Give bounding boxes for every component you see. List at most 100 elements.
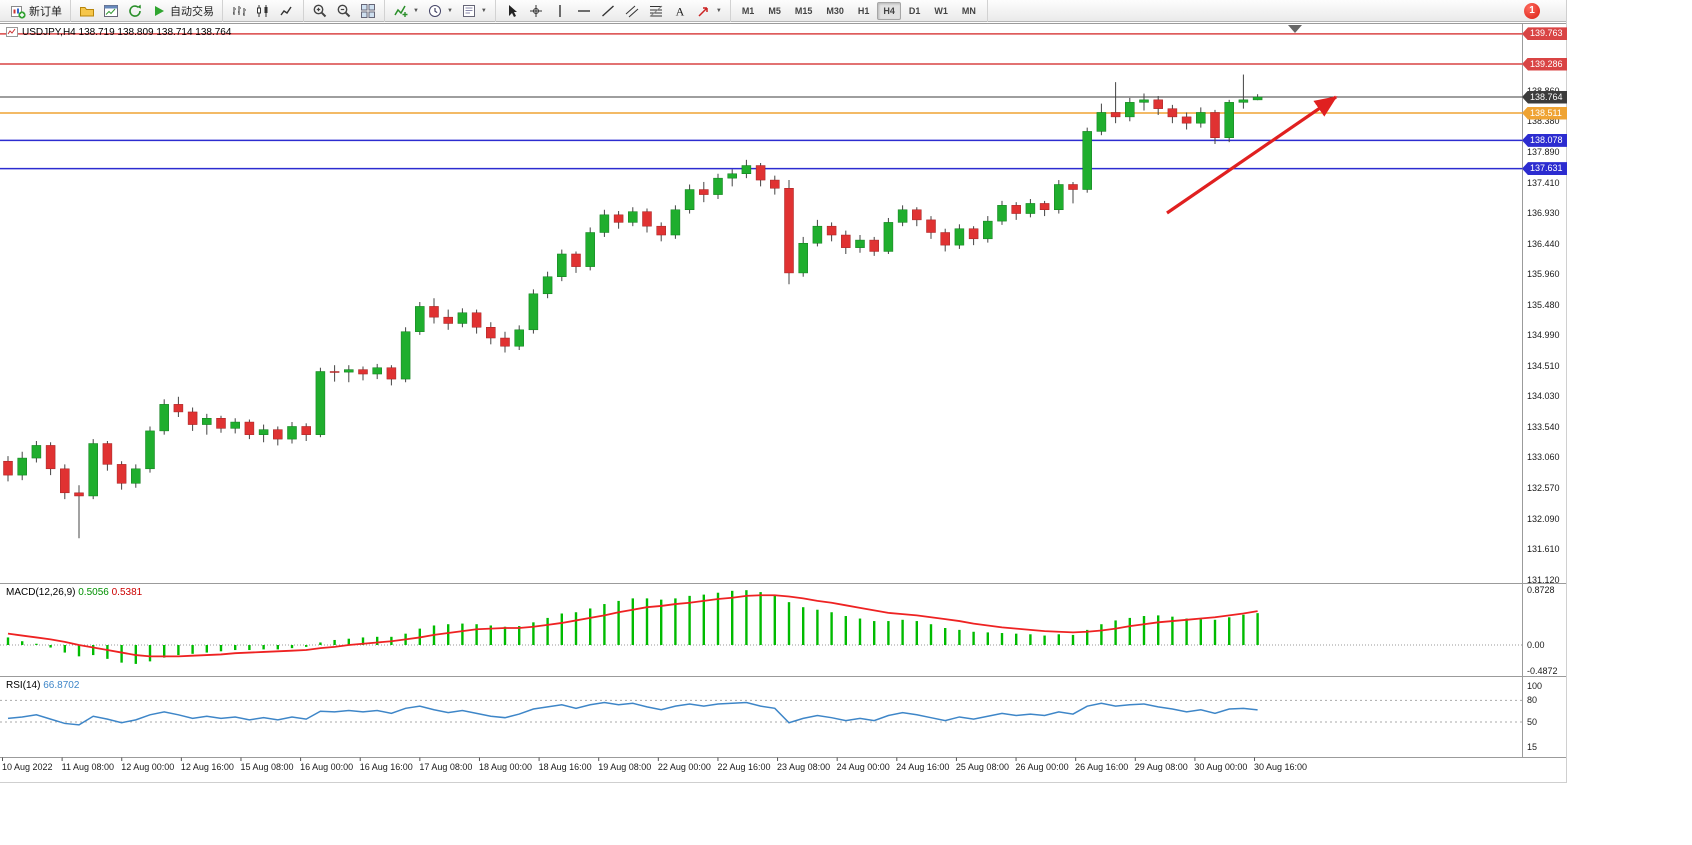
rsi-value: 66.8702 bbox=[43, 680, 80, 691]
level-price-badge: 138.078 bbox=[1522, 133, 1567, 147]
bear-candle bbox=[1039, 203, 1050, 211]
time-axis-label: 24 Aug 16:00 bbox=[896, 762, 950, 772]
bear-candle bbox=[1210, 112, 1220, 138]
trend-arrow-annotation[interactable] bbox=[1166, 95, 1338, 215]
fibonacci-tool-button[interactable] bbox=[644, 1, 668, 20]
caret-down-icon: ▼ bbox=[715, 7, 722, 14]
bull-candle bbox=[1096, 112, 1107, 132]
bear-candle bbox=[571, 253, 581, 267]
vline-icon bbox=[559, 4, 561, 17]
bear-candle bbox=[486, 327, 496, 339]
timeframe-h4-button[interactable]: H4 bbox=[877, 1, 901, 20]
time-axis-label: 22 Aug 16:00 bbox=[717, 762, 771, 772]
price-axis-label: 132.570 bbox=[1527, 483, 1560, 494]
price-axis-label: 137.410 bbox=[1527, 177, 1560, 188]
timeframe-h1-button[interactable]: H1 bbox=[857, 5, 870, 16]
horizontal-line-tool-button[interactable] bbox=[572, 1, 596, 20]
auto-trading-button[interactable]: 自动交易 bbox=[147, 1, 218, 20]
templates-button[interactable]: ▼ bbox=[457, 1, 491, 20]
zoom-out-icon bbox=[337, 4, 351, 17]
profiles-button[interactable] bbox=[75, 1, 99, 20]
timeframe-group: M1 M5 M15 M30 H1 H4 D1 W1 MN bbox=[731, 0, 988, 22]
zoom-in-button[interactable] bbox=[308, 1, 332, 20]
trendline-tool-button[interactable] bbox=[596, 1, 620, 20]
bear-candle bbox=[1068, 184, 1078, 190]
chart-line-button[interactable] bbox=[275, 1, 299, 20]
crosshair-button[interactable] bbox=[524, 1, 548, 20]
cursor-button[interactable] bbox=[500, 1, 524, 20]
timeframe-m1-button[interactable]: M1 bbox=[741, 5, 755, 16]
new-order-button[interactable]: 新订单 bbox=[6, 1, 66, 20]
price-axis-label: 138.380 bbox=[1527, 116, 1560, 127]
bull-candle bbox=[741, 165, 752, 174]
bull-candle bbox=[457, 312, 468, 324]
timeframe-m5-button[interactable]: M5 bbox=[768, 5, 781, 16]
bear-candle bbox=[826, 225, 837, 236]
time-axis-label: 30 Aug 16:00 bbox=[1254, 762, 1308, 772]
bear-candle bbox=[301, 426, 311, 435]
bull-candle bbox=[287, 426, 297, 440]
refresh-button[interactable] bbox=[123, 1, 147, 20]
channel-tool-button[interactable] bbox=[620, 1, 644, 20]
chart-window-button[interactable] bbox=[99, 1, 123, 20]
toolbar-group: ▼ ▼ ▼ bbox=[385, 0, 496, 22]
hline-icon bbox=[577, 9, 590, 12]
cursor-icon bbox=[508, 4, 517, 17]
macd-value-main: 0.5056 bbox=[78, 587, 109, 598]
chart-title: USDJPY,H4 138.719 138.809 138.714 138.76… bbox=[6, 26, 231, 38]
bull-candle bbox=[145, 430, 155, 470]
bull-candle bbox=[1082, 131, 1092, 190]
time-axis-label: 12 Aug 16:00 bbox=[180, 762, 234, 772]
vertical-line-tool-button[interactable] bbox=[548, 1, 572, 20]
bear-candle bbox=[1153, 99, 1163, 109]
timeframe-m30-button[interactable]: M30 bbox=[826, 5, 844, 16]
rsi-line bbox=[7, 701, 1258, 726]
chart-shift-marker[interactable] bbox=[1288, 25, 1302, 33]
toolbar-group: 新订单 bbox=[2, 0, 71, 22]
timeframe-m15-button[interactable]: M15 bbox=[794, 5, 813, 16]
text-tool-button[interactable]: A bbox=[668, 1, 692, 20]
chart-bars-button[interactable] bbox=[227, 1, 251, 20]
periods-button[interactable]: ▼ bbox=[423, 1, 457, 20]
bull-candle bbox=[1252, 96, 1263, 101]
bear-candle bbox=[60, 468, 70, 494]
toolbar: 新订单 自动交易 ▼ ▼ ▼ A ▼ M1 M5 M15 M30 H1 H4 D1 W1 MN bbox=[0, 0, 1566, 22]
bear-candle bbox=[770, 179, 780, 189]
bull-candle bbox=[1054, 184, 1064, 211]
mt4-window: 新订单 自动交易 ▼ ▼ ▼ A ▼ M1 M5 M15 M30 H1 H4 D1 W1 MN 1 USDJP… bbox=[0, 0, 1567, 783]
template-icon bbox=[462, 4, 475, 17]
timeframe-w1-button[interactable]: W1 bbox=[934, 5, 948, 16]
bull-candle bbox=[542, 276, 553, 295]
bull-candle bbox=[514, 329, 524, 347]
indicators-button[interactable]: ▼ bbox=[389, 1, 423, 20]
timeframe-mn-button[interactable]: MN bbox=[961, 5, 976, 16]
timeframe-d1-button[interactable]: D1 bbox=[908, 5, 921, 16]
price-axis-label: 135.960 bbox=[1527, 269, 1560, 280]
play-icon bbox=[155, 5, 164, 16]
price-axis-label: 133.540 bbox=[1527, 422, 1560, 433]
chart-candles-button[interactable] bbox=[251, 1, 275, 20]
tile-windows-button[interactable] bbox=[356, 1, 380, 20]
rsi-axis-label: 50 bbox=[1527, 717, 1538, 727]
time-axis-label: 16 Aug 00:00 bbox=[300, 762, 354, 772]
price-axis-label: 136.930 bbox=[1527, 207, 1560, 218]
macd-name: MACD(12,26,9) bbox=[6, 587, 76, 598]
rsi-axis-label: 100 bbox=[1527, 681, 1543, 691]
auto-trading-label: 自动交易 bbox=[170, 5, 214, 18]
bull-candle bbox=[1238, 99, 1249, 103]
bull-candle bbox=[17, 457, 27, 476]
bull-candle bbox=[670, 209, 681, 236]
bear-candle bbox=[968, 228, 979, 240]
price-axis-label: 134.510 bbox=[1527, 360, 1560, 371]
level-price-badge: 139.763 bbox=[1522, 27, 1567, 41]
notification-badge[interactable]: 1 bbox=[1524, 3, 1540, 19]
toolbar-group: A ▼ bbox=[496, 0, 731, 22]
zoom-out-button[interactable] bbox=[332, 1, 356, 20]
new-order-icon bbox=[11, 5, 26, 19]
level-price-badge: 139.286 bbox=[1522, 57, 1567, 71]
bull-candle bbox=[372, 367, 382, 375]
bear-candle bbox=[656, 225, 666, 236]
linechart-icon bbox=[280, 6, 292, 15]
arrows-tool-button[interactable]: ▼ bbox=[692, 1, 726, 20]
